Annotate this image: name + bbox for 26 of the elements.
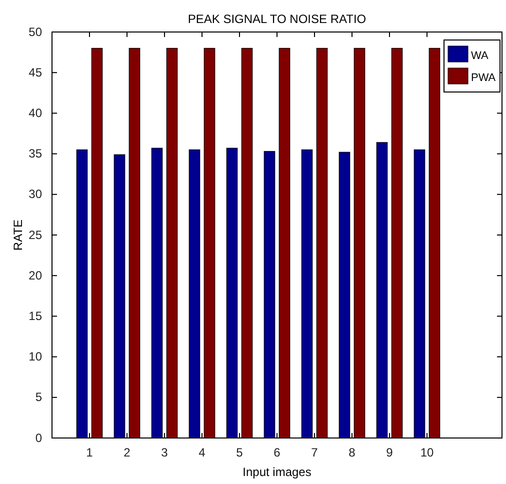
y-tick-label: 35 [28,146,42,161]
y-tick-label: 15 [28,309,42,324]
y-tick-label: 45 [28,65,42,80]
legend-label: WA [471,50,489,62]
y-tick-label: 25 [28,228,42,242]
x-tick-label: 4 [198,446,206,460]
x-tick-label: 8 [348,446,356,460]
chart-title: PEAK SIGNAL TO NOISE RATIO [188,12,366,26]
y-tick-label: 5 [35,390,42,404]
x-tick-label: 1 [86,446,94,460]
x-tick-label: 3 [161,446,168,460]
y-axis-title: RATE [11,219,25,251]
x-tick-label: 2 [124,446,131,460]
y-tick-label: 40 [28,106,42,120]
x-tick-label: 10 [420,446,434,460]
legend-label: PWA [471,72,496,84]
x-tick-label: 6 [274,446,281,460]
y-tick-label: 50 [28,24,42,39]
x-tick-label: 5 [236,446,244,460]
y-tick-label: 10 [28,350,42,364]
x-tick-label: 7 [311,446,318,460]
x-tick-label: 9 [386,446,394,460]
y-tick-label: 0 [35,430,42,445]
y-tick-label: 30 [28,187,42,202]
y-tick-label: 20 [28,268,42,282]
x-axis-title: Input images [242,465,312,479]
